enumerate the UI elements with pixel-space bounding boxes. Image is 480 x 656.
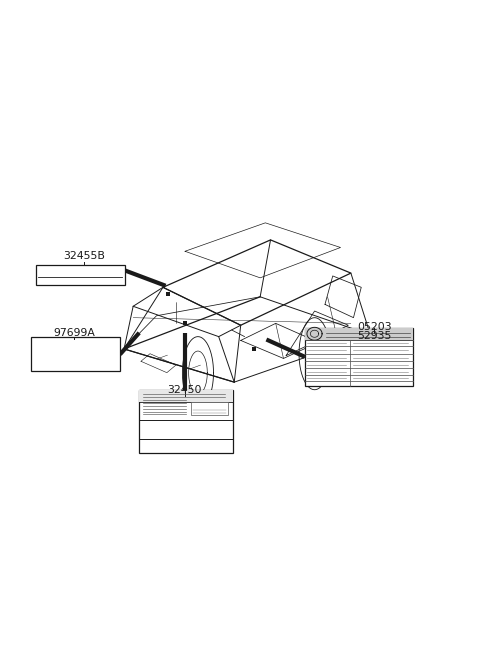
Bar: [305, 328, 413, 340]
Text: 32450: 32450: [168, 385, 202, 395]
Bar: [139, 390, 233, 453]
Bar: [191, 401, 228, 415]
Text: 05203: 05203: [357, 322, 392, 332]
Bar: [139, 390, 233, 401]
Bar: [36, 264, 125, 285]
Text: 32455B: 32455B: [63, 251, 105, 261]
Bar: [31, 337, 120, 371]
Bar: [305, 328, 413, 386]
Text: 97699A: 97699A: [53, 327, 96, 338]
Text: 52935: 52935: [357, 331, 392, 341]
